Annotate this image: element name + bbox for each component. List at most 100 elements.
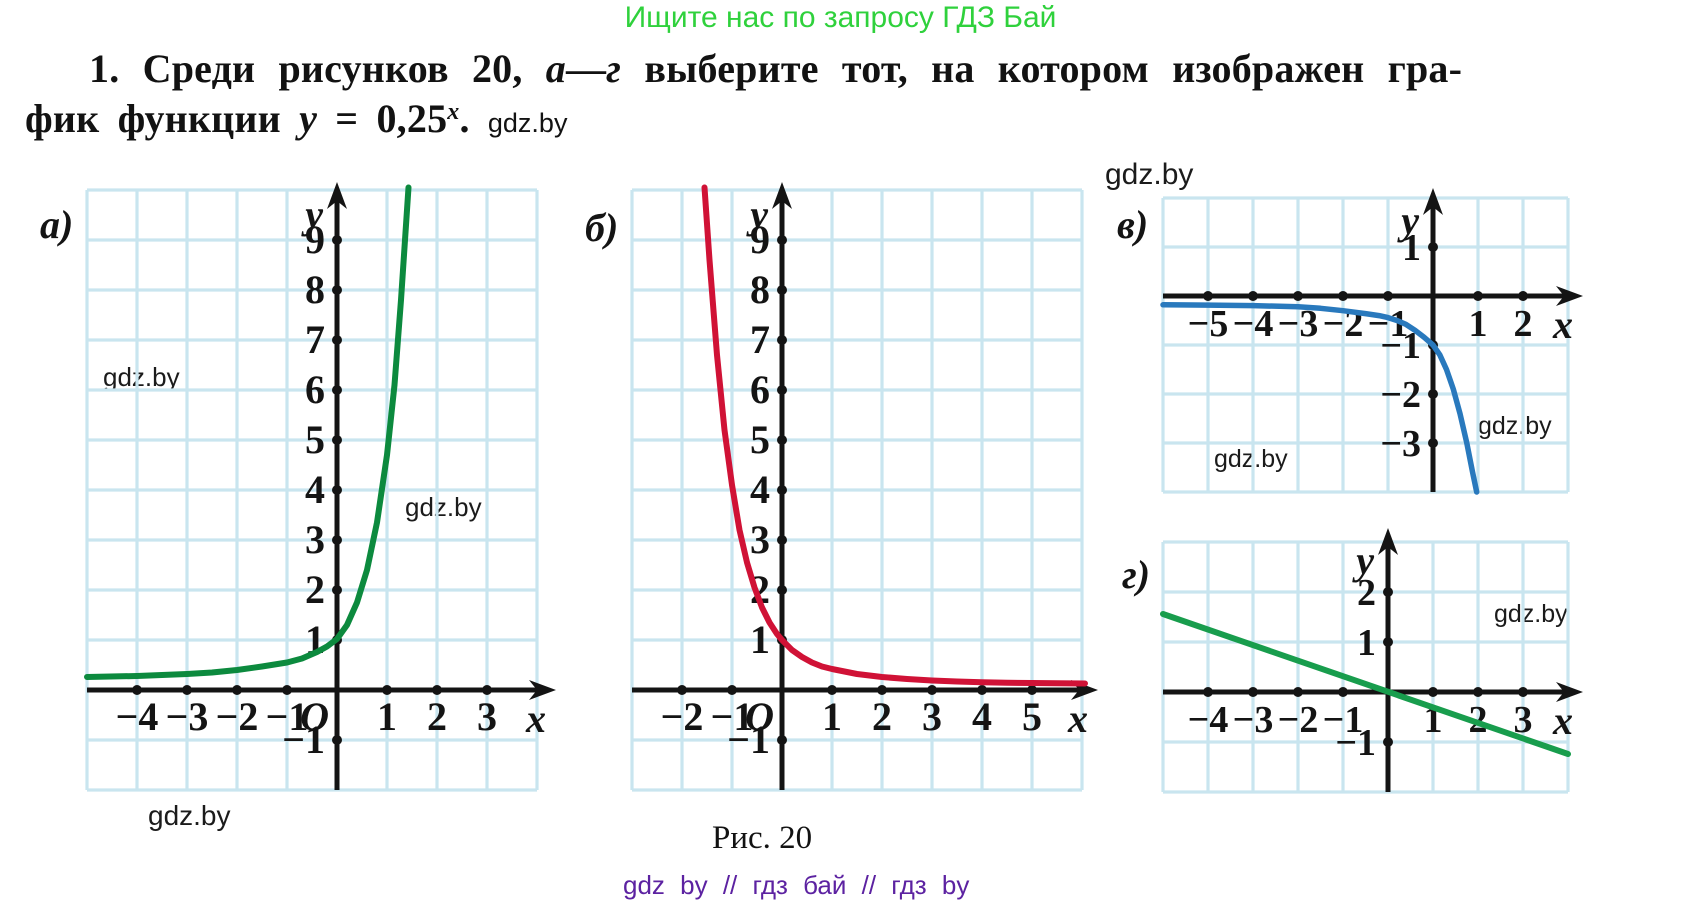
y-tick-label: 1	[750, 617, 770, 662]
x-axis-name: x	[1067, 696, 1088, 741]
y-axis-arrow-icon	[327, 182, 347, 209]
problem-statement: 1. Среди рисунков 20, а—г выберите тот, …	[25, 44, 1575, 150]
x-tick-label: −4	[116, 694, 159, 739]
tick-dot	[727, 685, 737, 695]
y-tick-label: 7	[305, 317, 325, 362]
y-tick-label: 2	[1357, 572, 1376, 614]
y-tick-label: 3	[750, 517, 770, 562]
tick-dot	[777, 285, 787, 295]
x-tick-label: 1	[822, 694, 842, 739]
tick-dot	[1248, 687, 1258, 697]
inline-gdz-watermark: gdz.by	[487, 108, 568, 138]
tick-dot	[877, 685, 887, 695]
tick-dot	[332, 435, 342, 445]
curve-b	[701, 184, 1088, 687]
tick-dot	[777, 235, 787, 245]
x-tick-label: −1	[266, 694, 309, 739]
y-tick-label: 7	[750, 317, 770, 362]
x-tick-label: 4	[972, 694, 992, 739]
y-tick-label: −3	[1380, 423, 1421, 465]
tick-dot	[182, 685, 192, 695]
x-tick-label: 2	[427, 694, 447, 739]
x-tick-label: −5	[1188, 303, 1229, 345]
tick-dot	[1027, 685, 1037, 695]
tick-dot	[777, 485, 787, 495]
tick-dot	[1428, 438, 1438, 448]
y-tick-label: −1	[1335, 722, 1376, 764]
x-axis-arrow-icon	[1556, 286, 1583, 306]
x-tick-label: 1	[1469, 303, 1488, 345]
y-tick-label: −1	[727, 717, 770, 762]
problem-text-segment: 0,25	[376, 96, 448, 141]
y-axis-name: y	[1397, 198, 1419, 243]
tick-dot	[1293, 687, 1303, 697]
tick-dot	[1338, 687, 1348, 697]
tick-dot	[132, 685, 142, 695]
y-axis-arrow-icon	[1423, 188, 1443, 215]
problem-text-segment: фик функции	[25, 96, 300, 141]
x-tick-label: 2	[1514, 303, 1533, 345]
footer-tags: gdz by // гдз бай // гдз by	[623, 870, 970, 900]
tick-dot	[1383, 637, 1393, 647]
tick-dot	[332, 235, 342, 245]
problem-line-1: 1. Среди рисунков 20, а—г выберите тот, …	[25, 44, 1575, 94]
gdz-watermark: gdz.by	[1478, 412, 1552, 440]
tick-dot	[332, 535, 342, 545]
problem-text-segment: =	[317, 96, 377, 141]
y-tick-label: −2	[1380, 374, 1421, 416]
tick-dot	[482, 685, 492, 695]
problem-text-segment: y	[299, 96, 318, 141]
x-axis-name: x	[525, 696, 546, 741]
gdz-watermark: gdz.by	[103, 362, 180, 392]
tick-dot	[1338, 291, 1348, 301]
x-tick-label: −4	[1233, 303, 1274, 345]
gdz-watermark: gdz.by	[148, 800, 231, 831]
tick-dot	[332, 485, 342, 495]
x-tick-label: −3	[166, 694, 209, 739]
x-tick-label: −1	[711, 694, 754, 739]
problem-text-segment: г	[606, 46, 622, 91]
y-tick-label: 3	[305, 517, 325, 562]
y-tick-label: 1	[1357, 622, 1376, 664]
tick-dot	[432, 685, 442, 695]
y-tick-label: 5	[750, 417, 770, 462]
x-tick-label: −2	[216, 694, 259, 739]
y-axis-name: y	[746, 192, 768, 237]
y-axis-name: y	[301, 192, 323, 237]
y-tick-label: 1	[1402, 227, 1421, 269]
x-axis-arrow-icon	[529, 680, 556, 700]
y-tick-label: 5	[305, 417, 325, 462]
tick-dot	[1428, 389, 1438, 399]
y-tick-label: 8	[305, 267, 325, 312]
tick-dot	[1428, 687, 1438, 697]
figure-label-a: а)	[40, 202, 73, 247]
tick-dot	[777, 535, 787, 545]
tick-dot	[332, 335, 342, 345]
figure-label-v: в)	[1117, 202, 1148, 247]
tick-dot	[1383, 291, 1393, 301]
x-tick-label: −1	[1323, 699, 1364, 741]
tick-dot	[382, 685, 392, 695]
problem-text-segment: 1.	[89, 46, 143, 91]
problem-text-segment: .	[459, 96, 488, 141]
y-tick-label: −1	[282, 717, 325, 762]
x-tick-label: −2	[1278, 699, 1319, 741]
curve-g	[1160, 611, 1571, 757]
x-tick-label: −4	[1188, 699, 1229, 741]
tick-dot	[1518, 687, 1528, 697]
x-tick-label: −3	[1233, 699, 1274, 741]
origin-label: O	[300, 694, 329, 739]
tick-dot	[977, 685, 987, 695]
tick-dot	[332, 585, 342, 595]
tick-dot	[777, 385, 787, 395]
curve-v	[1160, 302, 1480, 495]
axes	[1163, 544, 1567, 792]
y-tick-label: 2	[305, 567, 325, 612]
problem-text-segment: x	[447, 98, 460, 125]
gdz-watermark: gdz.by	[1105, 158, 1194, 191]
tick-dot	[1383, 587, 1393, 597]
